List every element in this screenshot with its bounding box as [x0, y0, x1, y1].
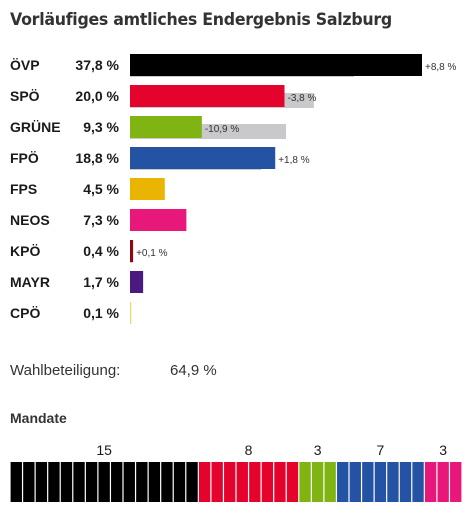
mandate-seat — [412, 462, 424, 502]
bar-chart: ÖVP 37,8 % +8,8 % SPÖ 20,0 % -3,8 % GRÜNE 9,3 %… — [10, 54, 457, 324]
change-label: +1,8 % — [278, 155, 310, 166]
mandate-seat — [111, 462, 123, 502]
mandate-seat — [399, 462, 412, 502]
mandate-seat — [186, 462, 198, 502]
mandate-seat — [299, 462, 311, 502]
value-label: 1,7 % — [83, 274, 119, 290]
mandate-seat — [311, 462, 324, 502]
mandate-seat — [261, 462, 274, 502]
result-bar — [130, 54, 422, 76]
mandate-seat — [198, 462, 211, 502]
change-label: -10,9 % — [205, 124, 240, 135]
mandate-seat — [48, 462, 60, 502]
value-label: 4,5 % — [83, 181, 119, 197]
mandate-count-label: 3 — [314, 442, 322, 458]
mandate-seat — [249, 462, 261, 502]
result-bar — [130, 302, 132, 324]
mandate-seat — [123, 462, 135, 502]
change-label: +8,8 % — [425, 62, 457, 73]
party-label: ÖVP — [10, 57, 40, 73]
party-label: SPÖ — [10, 88, 40, 104]
change-label: -3,8 % — [287, 93, 316, 104]
mandate-seat — [387, 462, 399, 502]
mandate-count-label: 15 — [96, 442, 112, 458]
mandate-count-label: 8 — [245, 442, 253, 458]
value-label: 20,0 % — [75, 88, 119, 104]
mandate-seat — [374, 462, 387, 502]
mandate-seat — [73, 462, 85, 502]
mandate-seat — [362, 462, 374, 502]
mandate-seat — [173, 462, 186, 502]
mandate-seat — [450, 462, 462, 502]
change-label: +0,1 % — [136, 248, 168, 259]
mandate-count-label: 7 — [376, 442, 384, 458]
mandate-seat — [274, 462, 286, 502]
value-label: 0,1 % — [83, 305, 119, 321]
mandate-seat — [286, 462, 299, 502]
mandate-seat — [236, 462, 248, 502]
mandate-seat — [35, 462, 48, 502]
value-label: 37,8 % — [75, 57, 119, 73]
mandate-seat — [211, 462, 223, 502]
mandate-chart: 15 8 3 7 3 — [10, 442, 462, 502]
party-label: CPÖ — [10, 305, 40, 321]
mandate-seat — [60, 462, 73, 502]
party-label: GRÜNE — [10, 119, 61, 135]
mandate-seat — [10, 462, 22, 502]
mandate-seat — [98, 462, 110, 502]
mandate-seat — [424, 462, 437, 502]
mandate-seat — [224, 462, 236, 502]
result-bar — [130, 147, 276, 169]
party-label: MAYR — [10, 274, 50, 290]
mandate-seat — [136, 462, 148, 502]
party-label: NEOS — [10, 212, 50, 228]
mandate-title: Mandate — [10, 410, 67, 426]
result-bar — [130, 85, 285, 107]
result-bar — [130, 178, 165, 200]
mandate-seat — [437, 462, 449, 502]
mandate-seat — [85, 462, 98, 502]
result-bar — [130, 271, 144, 293]
value-label: 9,3 % — [83, 119, 119, 135]
mandate-seat — [324, 462, 336, 502]
mandate-seat — [23, 462, 35, 502]
party-label: FPÖ — [10, 150, 39, 166]
result-bar — [130, 116, 202, 138]
party-label: KPÖ — [10, 243, 40, 259]
mandate-count-label: 3 — [439, 442, 447, 458]
chart-title: Vorläufiges amtliches Endergebnis Salzbu… — [10, 10, 392, 30]
value-label: 0,4 % — [83, 243, 119, 259]
turnout-label: Wahlbeteiligung: — [10, 362, 121, 379]
result-bar — [130, 240, 134, 262]
turnout-value: 64,9 % — [170, 362, 217, 379]
value-label: 7,3 % — [83, 212, 119, 228]
party-label: FPS — [10, 181, 37, 197]
mandate-seat — [148, 462, 161, 502]
result-bar — [130, 209, 187, 231]
value-label: 18,8 % — [75, 150, 119, 166]
mandate-seat — [337, 462, 349, 502]
mandate-seat — [161, 462, 173, 502]
mandate-seat — [349, 462, 361, 502]
